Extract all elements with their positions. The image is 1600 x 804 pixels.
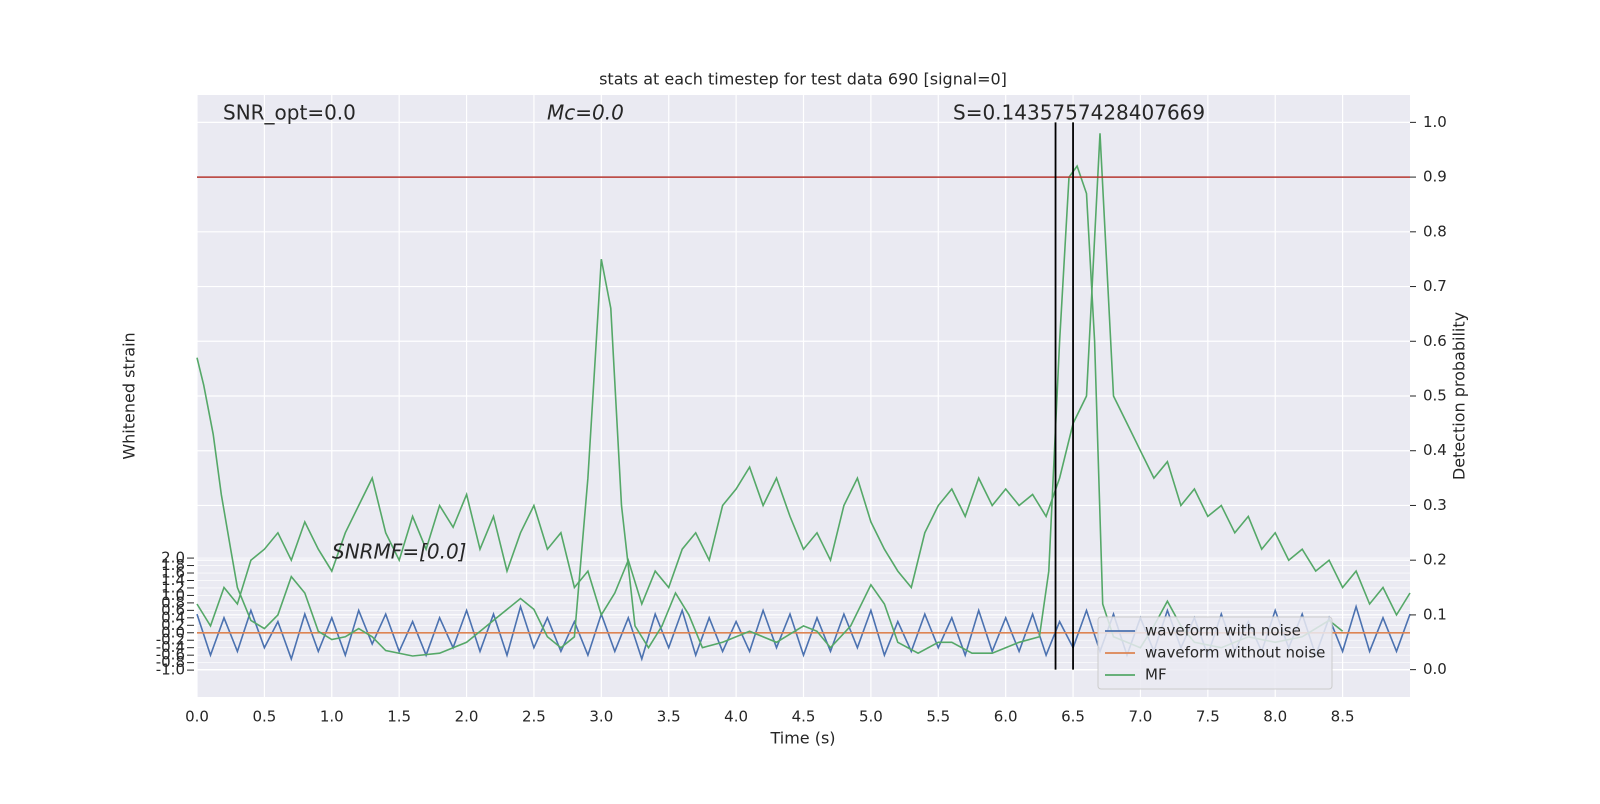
y2-tick-label: 0.3 [1423,496,1447,514]
chart-title: stats at each timestep for test data 690… [599,70,1007,89]
y-tick-label: 0.6 [161,601,185,619]
x-tick-label: 0.5 [252,708,276,726]
x-tick-label: 3.5 [657,708,681,726]
y-tick-label: 1.8 [161,556,185,574]
y-tick-label: 0.8 [161,593,185,611]
annotation: Mc=0.0 [547,101,624,125]
annotation: SNR_opt=0.0 [223,101,356,125]
y-tick-label: 1.0 [161,586,185,604]
x-tick-label: 6.0 [994,708,1018,726]
x-tick-label: 7.0 [1129,708,1153,726]
x-tick-label: 5.0 [859,708,883,726]
y2-tick-label: 0.9 [1423,168,1447,186]
x-tick-label: 3.0 [589,708,613,726]
y2-tick-label: 0.1 [1423,605,1447,623]
annotation: SNRMF=[0.0] [332,540,466,564]
x-tick-label: 2.0 [455,708,479,726]
y2-tick-label: 0.4 [1423,441,1447,459]
x-tick-label: 1.0 [320,708,344,726]
y2-tick-label: 0.2 [1423,551,1447,569]
y-tick-label: 0.2 [161,616,185,634]
y-tick-label: -0.2 [156,631,185,649]
y2-tick-label: 1.0 [1423,113,1447,131]
x-tick-label: 7.5 [1196,708,1220,726]
y-tick-label: 0.4 [161,608,185,626]
legend-box [1097,616,1333,690]
x-axis-label: Time (s) [769,729,835,748]
legend: waveform with noise waveform without nois… [1097,616,1333,690]
x-tick-label: 8.5 [1331,708,1355,726]
x-tick-label: 0.0 [185,708,209,726]
y2-tick-label: 0.7 [1423,277,1447,295]
y-tick-label: 1.6 [161,564,185,582]
x-tick-label: 4.0 [724,708,748,726]
y-tick-label: -1.0 [156,661,185,679]
y2-tick-label: 0.6 [1423,332,1447,350]
y-tick-label: -0.8 [156,653,185,671]
y-tick-label: -0.4 [156,638,185,656]
y2-tick-label: 0.5 [1423,387,1447,405]
legend-label: MF [1145,666,1167,684]
y-tick-label: 2.0 [161,549,185,567]
legend-label: waveform without noise [1145,644,1325,662]
y2-axis-label: Detection probability [1450,312,1469,480]
x-tick-label: 1.5 [387,708,411,726]
y2-tick-label: 0.8 [1423,222,1447,240]
series-line [196,133,1411,628]
labels: stats at each timestep for test data 690… [120,70,1469,748]
x-tick-label: 8.0 [1263,708,1287,726]
x-tick-label: 4.5 [792,708,816,726]
y-tick-label: 1.2 [161,578,185,596]
y-tick-label: -0.6 [156,646,185,664]
y2-tick-label: 0.0 [1423,660,1447,678]
y-tick-label: 0.0 [161,623,185,641]
x-tick-label: 2.5 [522,708,546,726]
x-tick-label: 6.5 [1061,708,1085,726]
x-tick-label: 5.5 [926,708,950,726]
y-tick-label: 1.4 [161,571,185,589]
legend-label: waveform with noise [1145,622,1301,640]
y-axis-label: Whitened strain [120,332,139,459]
annotation: S=0.1435757428407669 [953,101,1205,125]
